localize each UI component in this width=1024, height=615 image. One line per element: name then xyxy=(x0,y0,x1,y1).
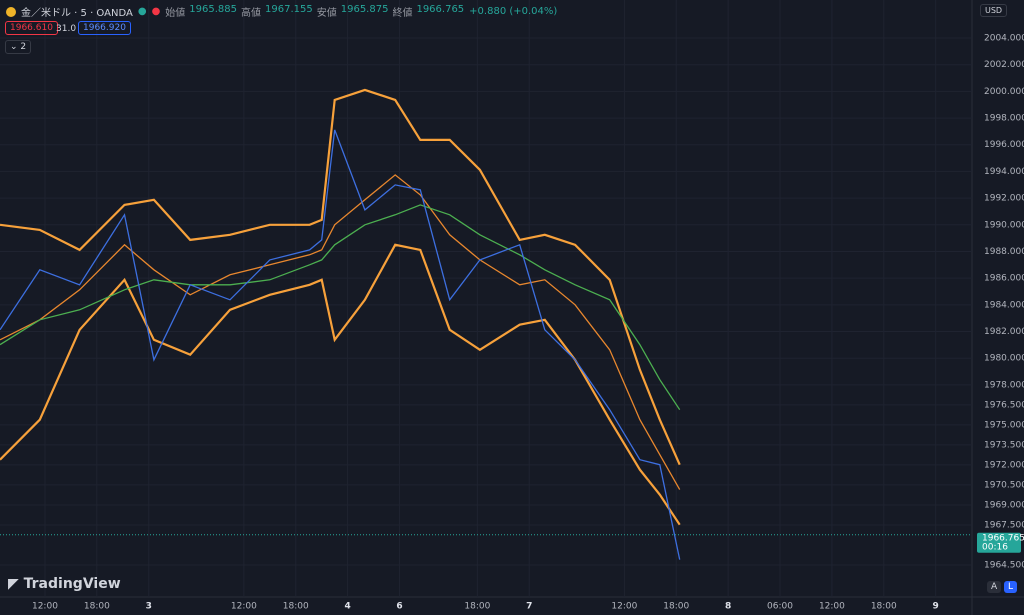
currency[interactable]: USD xyxy=(980,4,1008,17)
scale-log[interactable]: L xyxy=(1004,581,1018,593)
ohlc-value: 1965.875 xyxy=(340,4,389,15)
bid[interactable]: 1966.610 xyxy=(5,21,58,35)
y-tick-label: 1970.500 xyxy=(984,480,1024,490)
y-tick-label: 1998.000 xyxy=(984,114,1024,124)
x-tick-label: 3 xyxy=(146,602,152,612)
watermark: ◤ TradingView xyxy=(8,576,121,592)
x-tick-label: 12:00 xyxy=(32,602,58,612)
y-tick-label: 1992.000 xyxy=(984,194,1024,204)
series-line xyxy=(0,204,681,411)
y-tick-label: 1976.500 xyxy=(984,400,1024,410)
ask[interactable]: 1966.920 xyxy=(78,21,131,35)
x-tick-label: 18:00 xyxy=(663,602,689,612)
symbol-icon xyxy=(6,6,16,17)
y-tick-label: 1984.000 xyxy=(984,300,1024,310)
y-tick-label: 1973.500 xyxy=(984,440,1024,450)
status-dot: ● xyxy=(151,6,161,17)
y-tick-label: 1980.000 xyxy=(984,354,1024,364)
watermark-text: TradingView xyxy=(23,576,121,592)
ohlc: 始値 1965.885 高値 1967.155 安値 1965.875 終値 1966.765 xyxy=(165,4,464,19)
y-tick-label: 1964.500 xyxy=(984,560,1024,570)
x-tick-label: 9 xyxy=(933,602,939,612)
x-tick-label: 18:00 xyxy=(283,602,309,612)
x-tick-label: 18:00 xyxy=(464,602,490,612)
x-tick-label: 06:00 xyxy=(767,602,793,612)
x-tick-label: 6 xyxy=(396,602,402,612)
x-tick-label: 18:00 xyxy=(871,602,897,612)
ohlc-value: 1966.765 xyxy=(416,4,465,15)
change: +0.880 (+0.04%) xyxy=(469,6,558,17)
scale-auto[interactable]: A xyxy=(987,581,1002,593)
y-tick-label: 1975.000 xyxy=(984,420,1024,430)
y-tick-label: 1978.000 xyxy=(984,380,1024,390)
spread: 31.0 xyxy=(56,24,77,34)
x-tick-label: 12:00 xyxy=(611,602,637,612)
series-line xyxy=(0,174,681,490)
ohlc-label: 高値 xyxy=(241,8,262,19)
y-tick-label: 2000.000 xyxy=(984,87,1024,97)
y-tick-label: 1988.000 xyxy=(984,247,1024,257)
countdown: 00:16 xyxy=(982,542,1008,552)
ohlc-value: 1965.885 xyxy=(189,4,238,15)
ohlc-value: 1967.155 xyxy=(265,4,313,15)
x-tick-label: 7 xyxy=(526,602,532,612)
y-tick-label: 2002.000 xyxy=(984,60,1024,70)
series-line xyxy=(0,129,681,560)
x-tick-label: 8 xyxy=(725,602,731,612)
x-tick-label: 12:00 xyxy=(819,602,845,612)
y-tick-label: 1986.000 xyxy=(984,274,1024,284)
symbol[interactable]: 金／米ドル · 5 · OANDA xyxy=(21,8,133,19)
last-price-box xyxy=(977,532,1021,553)
indicator-count: 2 xyxy=(20,42,27,52)
y-tick-label: 2004.000 xyxy=(984,34,1024,44)
y-tick-label: 1982.000 xyxy=(984,327,1024,337)
x-tick-label: 18:00 xyxy=(84,602,110,612)
ohlc-label: 始値 xyxy=(165,8,186,19)
status-dot: ● xyxy=(137,6,147,17)
legend-header: 金／米ドル · 5 · OANDA ● ● 始値 1965.885 高値 1967.15… xyxy=(6,4,557,19)
y-tick-label: 1969.000 xyxy=(984,500,1024,510)
y-tick-label: 1990.000 xyxy=(984,220,1024,230)
series-line xyxy=(0,88,681,466)
series-line xyxy=(0,243,681,526)
y-tick-label: 1972.000 xyxy=(984,460,1024,470)
y-tick-label: 1967.500 xyxy=(984,520,1024,530)
y-tick-label: 1996.000 xyxy=(984,140,1024,150)
indicator-toggle[interactable]: ⌄ 2 xyxy=(5,40,32,54)
x-tick-label: 4 xyxy=(345,602,351,612)
ohlc-label: 終値 xyxy=(392,8,413,19)
ohlc-label: 安値 xyxy=(316,8,337,19)
x-tick-label: 12:00 xyxy=(231,602,257,612)
last-price: 1966.765 xyxy=(982,533,1024,543)
y-tick-label: 1994.000 xyxy=(984,167,1024,177)
